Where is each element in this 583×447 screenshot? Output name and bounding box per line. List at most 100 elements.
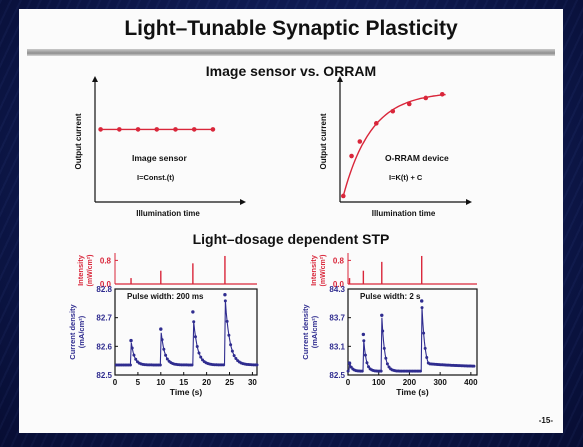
sensor-data-point [135,127,141,132]
stp-200ms-x-tick-label: 0 [113,378,118,387]
stp-200ms-x-tick-label: 10 [156,378,165,387]
stp-200ms-current-point [230,349,234,353]
sensor-equation: I=Const.(t) [137,173,175,182]
stp-2s-current-point [385,362,389,366]
stp-200ms-current-point [223,299,227,303]
stp-200ms-current-point [232,354,236,358]
stp-200ms-current-point [229,343,233,347]
stp-2s-x-tick-label: 200 [403,378,417,387]
stp-200ms-current-point [134,357,138,361]
stp-2s-current-point [379,369,383,373]
stp-200ms-spike-peak [191,310,195,314]
stp-200ms-current-point [164,353,168,357]
stp-200ms-current-point [225,319,229,323]
orram-data-point [373,121,379,126]
stp-200ms-current-point [192,320,196,324]
stp-2s-intensity-tick-low: 0.0 [333,280,345,289]
stp-200ms-intensity-label: Intensity [76,254,85,286]
stp-200ms-x-tick-label: 15 [179,378,188,387]
stp-200ms-current-point [165,357,169,361]
stp-2s-current-frame [347,288,478,376]
stp-200ms-current-point [190,363,194,367]
stp-200ms-current-point [130,346,134,350]
stp-2s-current-point [365,361,369,365]
orram-series-line [342,93,446,197]
sensor-data-point [154,127,160,132]
stp-200ms-y-tick-label: 82.7 [96,314,112,323]
stp-2s-y-label: Current density [301,303,310,359]
stp-2s-x-tick-label: 400 [464,378,478,387]
title-divider [27,49,555,56]
stp-2s-y-tick-label: 82.5 [329,371,345,380]
stp-200ms-current-point [255,363,259,367]
stp-200ms-y-unit: (mA/cm²) [77,315,86,348]
stp-200ms-spike-peak [223,293,227,297]
orram-y-arrow [337,76,343,82]
stp-200ms-current-point [199,355,203,359]
stp-2s-spike-peak [420,299,424,303]
slide: Light–Tunable Synaptic Plasticity Image … [19,9,563,433]
stp-200ms-current-point [158,363,162,367]
sensor-data-point [191,127,197,132]
stp-200ms-current-point [222,363,226,367]
stp-200ms-x-label: Time (s) [170,387,203,397]
stp-2s-pulse-width-label: Pulse width: 2 s [360,292,421,301]
stp-200ms-y-tick-label: 82.6 [96,342,112,351]
orram-y-label: Output current [319,113,328,169]
stp-200ms-current-point [195,345,199,349]
orram-data-point [340,193,346,199]
stp-200ms-intensity-unit: (mW/cm²) [87,255,94,287]
stp-200ms-current-point [160,338,164,342]
stp-200ms-current-trace [116,300,257,366]
stp-2s-intensity-label: Intensity [309,254,318,286]
stp-200ms-current-frame [114,288,258,376]
stp-200ms-x-tick-label: 25 [225,378,234,387]
stp-2s-current-point [382,346,386,350]
stp-200ms-x-tick-label: 5 [136,378,141,387]
orram-data-point [423,95,429,101]
stp-200ms-y-tick-label: 82.5 [96,371,112,380]
stp-200ms-current-point [234,357,238,361]
sensor-x-label: Illumination time [136,209,200,218]
stp-2s-current-point [422,331,426,335]
stp-2s-current-point [367,365,371,369]
sensor-data-point [98,127,103,132]
stp-2s-spike-peak [347,361,352,365]
orram-data-point [357,139,363,144]
orram-x-arrow [466,199,472,205]
slide-title: Light–Tunable Synaptic Plasticity [124,17,458,40]
stp-200ms-y-label: Current density [68,303,77,359]
stp-200ms-current-point [128,363,132,367]
chart-canvas: Output current Illumination time Image sen… [68,76,478,397]
stp-200ms-x-tick-label: 30 [248,378,257,387]
stp-2s-current-point [472,364,476,368]
stp-2s-y-tick-label: 83.7 [329,314,345,323]
orram-equation: I=K(t) + C [389,173,423,182]
orram-data-point [349,153,354,159]
stp-2s-y-unit: (mA/cm²) [310,315,319,348]
sensor-y-label: Output current [74,113,83,169]
stp-2s-intensity-unit: (mW/cm²) [320,255,327,287]
stp-2s-current-point [362,339,366,343]
stp-2s-spike-peak [361,332,366,337]
stp-200ms-y-tick-label: 82.8 [96,285,112,294]
stp-2s-current-point [423,346,427,350]
sensor-annotation: Image sensor [132,153,187,163]
sensor-data-point [210,127,216,132]
sensor-data-point [173,127,178,132]
stp-2s-y-tick-label: 84.3 [329,285,345,294]
orram-data-point [406,101,412,107]
stp-2s-current-point [363,353,367,357]
stp-2s-current-point [418,369,422,373]
stp-200ms-current-point [193,335,197,339]
stp-200ms-current-point [197,351,201,355]
section-heading-stp: Light–dosage dependent STP [192,231,390,247]
stp-2s-current-point [384,356,388,360]
stp-2s-x-tick-label: 300 [433,378,447,387]
stp-200ms-current-point [227,333,231,337]
stp-200ms-intensity-tick-high: 0.8 [100,256,112,265]
orram-annotation: O-RRAM device [385,153,449,163]
page-number: -15- [538,416,553,425]
orram-data-point [439,92,445,97]
stp-2s-current-point [420,306,424,310]
